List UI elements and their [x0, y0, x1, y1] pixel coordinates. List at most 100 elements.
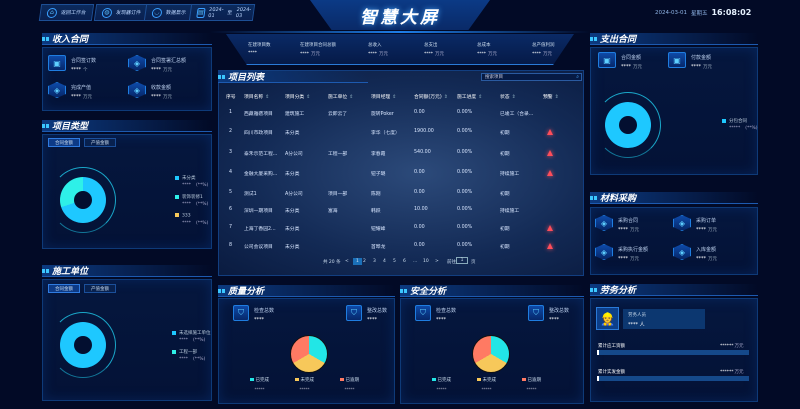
material-purchase-title: 材料采购	[590, 192, 758, 204]
goto-page-input[interactable]: 1	[456, 257, 468, 264]
legend-swatch	[175, 175, 179, 180]
table-cell: 0.00	[414, 225, 425, 230]
shield-icon: ▣	[48, 55, 66, 71]
stat-value: **** 万元	[368, 52, 388, 57]
pagination-page[interactable]: 6	[403, 259, 406, 264]
worker-avatar-icon: 👷	[596, 307, 619, 330]
column-header[interactable]: 施工进度 ⇕	[457, 95, 483, 100]
table-cell: 未分类	[285, 227, 300, 232]
labor-bar-label: 累计实发金额	[598, 370, 625, 375]
table-cell: A分公司	[285, 192, 303, 197]
data-display-button[interactable]: ◡ 数据显示	[143, 4, 195, 21]
column-header[interactable]: 预警 ⇕	[543, 95, 559, 100]
table-cell: 1900.00	[414, 129, 434, 134]
legend-item: 分包合同 ***** (**%)	[722, 118, 758, 131]
kpi-label: 合同签署汇总额	[151, 58, 187, 64]
legend-item: 未完成 *****	[295, 377, 314, 392]
pagination-page[interactable]: 3	[373, 259, 376, 264]
legend-item: 已完成 *****	[432, 377, 451, 392]
pagination-next[interactable]: >	[435, 259, 439, 264]
pagination-prev[interactable]: <	[345, 259, 349, 264]
labor-count-card: 劳务人员 **** 人	[623, 309, 705, 329]
table-cell: 0.00	[414, 190, 425, 195]
income-kpi: ▣ 合同签订数 **** 个	[48, 55, 96, 73]
legend-item: 未分类 **** (**%)	[175, 175, 208, 188]
column-header[interactable]: 序号	[226, 95, 236, 100]
construction-unit-title: 施工单位	[42, 265, 212, 277]
tab-output-amount[interactable]: 产值金额	[84, 138, 116, 147]
check-shield-icon: ⛉	[346, 305, 362, 321]
material-purchase-panel	[590, 207, 758, 275]
column-header[interactable]: 项目分类 ⇕	[285, 95, 311, 100]
table-cell[interactable]: 深圳一期项目	[244, 209, 273, 214]
table-cell: 首晔龙	[371, 245, 386, 250]
table-cell[interactable]: 泰禾示范工程...	[244, 152, 278, 157]
table-cell: 10.00	[414, 207, 428, 212]
material-kpi: ◈ 采购合同 **** 万元	[595, 215, 639, 233]
column-header[interactable]: 项目经理 ⇕	[371, 95, 397, 100]
table-cell: 初期	[500, 152, 510, 157]
legend-swatch	[175, 194, 179, 199]
kpi-value: **** 万元	[151, 94, 172, 100]
pagination-page[interactable]: 10	[423, 259, 429, 264]
stat-item: 总收入 **** 万元	[368, 42, 388, 57]
stat-item: 总支出 **** 万元	[424, 42, 444, 57]
nav-button-2[interactable]: ◍ 发现器订件	[93, 4, 150, 21]
decorative-ring	[50, 312, 116, 378]
tab-contract-amount[interactable]: 合同金额	[48, 138, 80, 147]
legend-item: 未选择施工单位 **** (**%)	[172, 330, 211, 343]
table-cell: 初期	[500, 245, 510, 250]
safety-pie-chart	[472, 335, 510, 373]
tab-output-amount[interactable]: 产值金额	[84, 284, 116, 293]
kpi-value: **** 万元	[618, 256, 639, 262]
pagination-page[interactable]: 5	[393, 259, 396, 264]
column-header[interactable]: 施工单位 ⇕	[328, 95, 354, 100]
pagination-page[interactable]: 1	[353, 258, 362, 265]
kpi-label: 合同金额	[621, 55, 642, 61]
warning-icon	[547, 225, 553, 231]
legend-swatch	[340, 377, 344, 382]
kpi-label: 检查总数	[254, 308, 275, 314]
column-header[interactable]: 项目名称 ⇕	[244, 95, 270, 100]
kpi-label: 采购订单	[696, 218, 717, 224]
table-cell[interactable]: 上海丁香园2...	[244, 227, 276, 232]
kpi-label: 收款金额	[151, 85, 172, 91]
project-type-donut	[60, 177, 106, 223]
kpi-label: 整改总数	[549, 308, 570, 314]
table-cell[interactable]: 公司会议项目	[244, 245, 273, 250]
date-range-picker[interactable]: ▤ 2024-01 至 2024-03	[188, 4, 256, 21]
pagination-page[interactable]: 2	[363, 259, 366, 264]
table-cell[interactable]: 四川市政项目	[244, 131, 273, 136]
magnifier-shield-icon: ⛉	[415, 305, 431, 321]
table-cell: 0.00%	[457, 110, 473, 115]
table-cell: 已竣工（合录...	[500, 112, 534, 117]
stat-value: ****	[248, 51, 257, 56]
column-header[interactable]: 合同额(万元) ⇕	[414, 95, 448, 100]
pagination-page[interactable]: ...	[413, 259, 418, 264]
legend-swatch	[172, 349, 176, 354]
cube-icon: ◈	[673, 215, 691, 231]
quality-pie-chart	[290, 335, 328, 373]
tab-contract-amount[interactable]: 合同金额	[48, 284, 80, 293]
labor-progress-bar	[597, 376, 749, 381]
search-icon[interactable]: ⌕	[576, 74, 579, 80]
column-header[interactable]: 状态 ⇕	[500, 95, 516, 100]
table-cell: 0.00	[414, 170, 425, 175]
expense-legend: 分包合同 ***** (**%)	[722, 118, 758, 137]
legend-swatch	[522, 377, 526, 382]
table-cell[interactable]: 金融大厦采购...	[244, 172, 278, 177]
legend-swatch	[477, 377, 481, 382]
back-workbench-button[interactable]: ⌂ 返回工作台	[38, 4, 95, 21]
magnifier-shield-icon: ⛉	[233, 305, 249, 321]
table-cell: 0.00%	[457, 225, 473, 230]
datetime: 2024-03-01 星期五 16:08:02	[655, 8, 751, 17]
table-cell: 持续施工	[500, 209, 520, 214]
search-input[interactable]: 搜索项目 ⌕	[481, 73, 582, 81]
table-cell[interactable]: 西藏雅砻项目	[244, 112, 273, 117]
pagination-page[interactable]: 4	[383, 259, 386, 264]
table-cell: 持续施工	[500, 172, 520, 177]
table-cell[interactable]: 测试1	[244, 192, 257, 197]
construction-legend: 未选择施工单位 **** (**%) 工程一部 **** (**%)	[172, 330, 211, 368]
construction-donut	[60, 322, 106, 368]
contract-icon: ▣	[598, 52, 616, 68]
